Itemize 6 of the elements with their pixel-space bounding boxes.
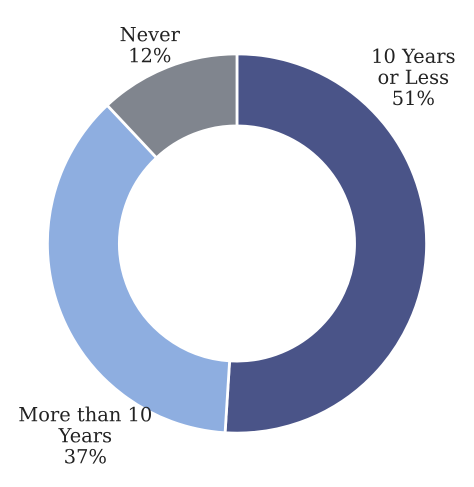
data-label: 51%: [393, 90, 434, 106]
slice-label: 10 Years or Less: [373, 48, 455, 84]
slice-label: More than 10 Years: [19, 406, 152, 443]
data-label: 37%: [65, 448, 106, 464]
data-label: 12%: [130, 48, 170, 62]
slice-label: Never: [120, 26, 180, 42]
